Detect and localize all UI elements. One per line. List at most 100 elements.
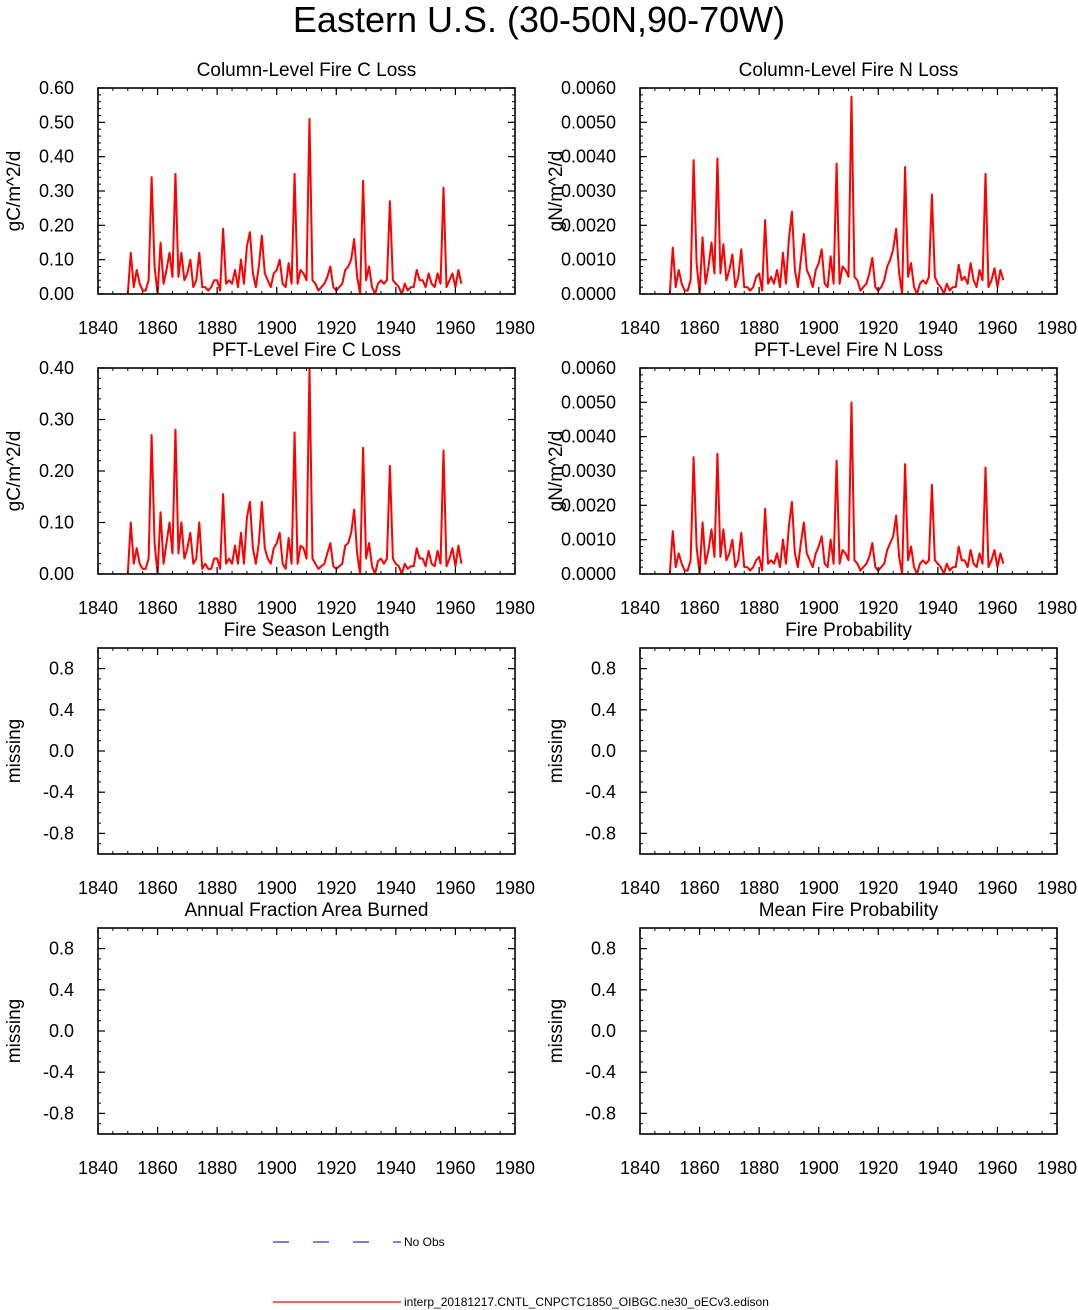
panel-fire-season-length-xtick-label: 1960 <box>435 878 475 898</box>
panel-annual-fraction-area-burned-xtick-label: 1920 <box>316 1158 356 1178</box>
panel-mean-fire-probability: Mean Fire Probability missing 1840 1860 1880… <box>546 900 1077 1178</box>
panel-column-level-fire-c-loss: Column-Level Fire C Loss gC/m^2/d 1840 1860… <box>4 60 535 338</box>
panel-fire-probability-xtick-label: 1940 <box>918 878 958 898</box>
panel-pft-level-fire-n-loss-ytick-label: 0.0000 <box>561 564 616 584</box>
panel-fire-probability-frame <box>639 647 1058 855</box>
panel-column-level-fire-c-loss-ylabel: gC/m^2/d <box>4 151 25 232</box>
panel-annual-fraction-area-burned-xtick-label: 1960 <box>435 1158 475 1178</box>
panel-column-level-fire-c-loss-xtick-label: 1980 <box>495 318 535 338</box>
panel-fire-season-length-xtick-label: 1860 <box>138 878 178 898</box>
panel-mean-fire-probability-xtick-label: 1880 <box>739 1158 779 1178</box>
panel-column-level-fire-c-loss-ytick-label: 0.60 <box>39 78 74 98</box>
panel-fire-season-length-frame <box>97 647 516 855</box>
panel-fire-season-length-ytick-label: -0.8 <box>43 823 74 843</box>
panel-pft-level-fire-n-loss: PFT-Level Fire N Loss gN/m^2/d 1840 1860 188… <box>546 340 1077 618</box>
panel-annual-fraction-area-burned-ytick-label: -0.8 <box>43 1103 74 1123</box>
panel-annual-fraction-area-burned-xtick-label: 1900 <box>257 1158 297 1178</box>
panel-fire-probability-xtick-label: 1860 <box>680 878 720 898</box>
panel-pft-level-fire-n-loss-title: PFT-Level Fire N Loss <box>754 340 943 361</box>
panel-annual-fraction-area-burned-xtick-label: 1840 <box>78 1158 118 1178</box>
panel-pft-level-fire-n-loss-xtick-label: 1920 <box>858 598 898 618</box>
panel-pft-level-fire-n-loss-ytick-label: 0.0010 <box>561 530 616 550</box>
panel-column-level-fire-c-loss-ytick-label: 0.30 <box>39 181 74 201</box>
panel-column-level-fire-c-loss-xtick-label: 1900 <box>257 318 297 338</box>
panel-annual-fraction-area-burned-ytick-label: 0.8 <box>49 939 74 959</box>
panels: Column-Level Fire C Loss gC/m^2/d 1840 1860… <box>4 60 1077 1178</box>
panel-pft-level-fire-c-loss-xtick-label: 1900 <box>257 598 297 618</box>
panel-annual-fraction-area-burned-xtick-label: 1940 <box>376 1158 416 1178</box>
panel-column-level-fire-n-loss-ylabel: gN/m^2/d <box>546 151 567 232</box>
panel-column-level-fire-c-loss-ytick-label: 0.50 <box>39 112 74 132</box>
panel-fire-probability-ytick-label: -0.8 <box>585 823 616 843</box>
panel-column-level-fire-n-loss-ytick-label: 0.0030 <box>561 181 616 201</box>
panel-pft-level-fire-c-loss-ylabel: gC/m^2/d <box>4 431 25 512</box>
panel-pft-level-fire-n-loss-series-line-0 <box>668 401 1005 574</box>
panel-pft-level-fire-n-loss-ytick-label: 0.0060 <box>561 358 616 378</box>
panel-column-level-fire-n-loss-xtick-label: 1860 <box>680 318 720 338</box>
panel-fire-probability-ytick-label: 0.0 <box>591 741 616 761</box>
panel-annual-fraction-area-burned-xtick-label: 1980 <box>495 1158 535 1178</box>
panel-pft-level-fire-n-loss-xtick-label: 1940 <box>918 598 958 618</box>
panel-pft-level-fire-c-loss-ytick-label: 0.10 <box>39 513 74 533</box>
panel-column-level-fire-n-loss-xtick-label: 1840 <box>620 318 660 338</box>
panel-annual-fraction-area-burned-ytick-label: 0.4 <box>49 980 74 1000</box>
panel-column-level-fire-c-loss-xtick-label: 1860 <box>138 318 178 338</box>
panel-fire-season-length-xtick-label: 1980 <box>495 878 535 898</box>
panel-column-level-fire-c-loss-xtick-label: 1960 <box>435 318 475 338</box>
panel-fire-probability-ytick-label: -0.4 <box>585 782 616 802</box>
panel-fire-season-length-xtick-label: 1880 <box>197 878 237 898</box>
panel-annual-fraction-area-burned-xtick-label: 1860 <box>138 1158 178 1178</box>
panel-fire-probability-title: Fire Probability <box>785 620 912 641</box>
panel-pft-level-fire-n-loss-xtick-label: 1900 <box>799 598 839 618</box>
panel-pft-level-fire-c-loss-xtick-label: 1840 <box>78 598 118 618</box>
panel-column-level-fire-c-loss-title: Column-Level Fire C Loss <box>197 60 417 81</box>
panel-column-level-fire-c-loss-ytick-label: 0.00 <box>39 284 74 304</box>
panel-mean-fire-probability-ytick-label: -0.4 <box>585 1062 616 1082</box>
panel-pft-level-fire-c-loss-series-line-0 <box>126 368 463 574</box>
panel-column-level-fire-n-loss-ytick-label: 0.0060 <box>561 78 616 98</box>
panel-mean-fire-probability-xtick-label: 1960 <box>977 1158 1017 1178</box>
panel-pft-level-fire-c-loss-xtick-label: 1860 <box>138 598 178 618</box>
panel-mean-fire-probability-ytick-label: 0.4 <box>591 980 616 1000</box>
panel-pft-level-fire-c-loss-xtick-label: 1880 <box>197 598 237 618</box>
legend-model-label: interp_20181217.CNTL_CNPCTC1850_OIBGC.ne… <box>404 1295 769 1309</box>
panel-fire-probability-ylabel: missing <box>546 719 567 783</box>
panel-column-level-fire-c-loss-ytick-label: 0.10 <box>39 250 74 270</box>
panel-annual-fraction-area-burned-ylabel: missing <box>4 999 25 1063</box>
panel-mean-fire-probability-xtick-label: 1940 <box>918 1158 958 1178</box>
panel-column-level-fire-c-loss-xtick-label: 1920 <box>316 318 356 338</box>
panel-fire-probability-xtick-label: 1880 <box>739 878 779 898</box>
panel-mean-fire-probability-ylabel: missing <box>546 999 567 1063</box>
panel-fire-season-length-xtick-label: 1920 <box>316 878 356 898</box>
panel-column-level-fire-c-loss-xtick-label: 1940 <box>376 318 416 338</box>
panel-annual-fraction-area-burned-ytick-label: 0.0 <box>49 1021 74 1041</box>
panel-mean-fire-probability-ytick-label: 0.8 <box>591 939 616 959</box>
panel-fire-season-length-title: Fire Season Length <box>224 620 390 641</box>
panel-column-level-fire-c-loss-ytick-label: 0.40 <box>39 147 74 167</box>
panel-mean-fire-probability-xtick-label: 1860 <box>680 1158 720 1178</box>
panel-pft-level-fire-c-loss-title: PFT-Level Fire C Loss <box>212 340 401 361</box>
panel-column-level-fire-n-loss-xtick-label: 1900 <box>799 318 839 338</box>
panel-pft-level-fire-n-loss-xtick-label: 1960 <box>977 598 1017 618</box>
panel-pft-level-fire-c-loss-ytick-label: 0.40 <box>39 358 74 378</box>
panel-fire-season-length: Fire Season Length missing 1840 1860 1880 190… <box>4 620 535 898</box>
panel-pft-level-fire-c-loss-xtick-label: 1920 <box>316 598 356 618</box>
panel-fire-season-length-ytick-label: 0.8 <box>49 659 74 679</box>
panel-pft-level-fire-c-loss-ytick-label: 0.00 <box>39 564 74 584</box>
panel-column-level-fire-n-loss-ytick-label: 0.0000 <box>561 284 616 304</box>
panel-column-level-fire-n-loss-xtick-label: 1980 <box>1037 318 1077 338</box>
panel-pft-level-fire-c-loss-xtick-label: 1940 <box>376 598 416 618</box>
panel-mean-fire-probability-xtick-label: 1840 <box>620 1158 660 1178</box>
panel-column-level-fire-n-loss-xtick-label: 1960 <box>977 318 1017 338</box>
panel-column-level-fire-c-loss-ytick-label: 0.20 <box>39 215 74 235</box>
panel-pft-level-fire-n-loss-ytick-label: 0.0040 <box>561 427 616 447</box>
panel-pft-level-fire-n-loss-ytick-label: 0.0050 <box>561 392 616 412</box>
panel-fire-season-length-ylabel: missing <box>4 719 25 783</box>
panel-mean-fire-probability-ytick-label: -0.8 <box>585 1103 616 1123</box>
panel-mean-fire-probability-frame <box>639 927 1058 1135</box>
legend-obs-label: No Obs <box>404 1235 445 1249</box>
panel-annual-fraction-area-burned-title: Annual Fraction Area Burned <box>185 900 429 921</box>
panel-column-level-fire-c-loss-xtick-label: 1840 <box>78 318 118 338</box>
legend: No Obs interp_20181217.CNTL_CNPCTC1850_O… <box>273 1235 769 1309</box>
panel-column-level-fire-n-loss-xtick-label: 1940 <box>918 318 958 338</box>
